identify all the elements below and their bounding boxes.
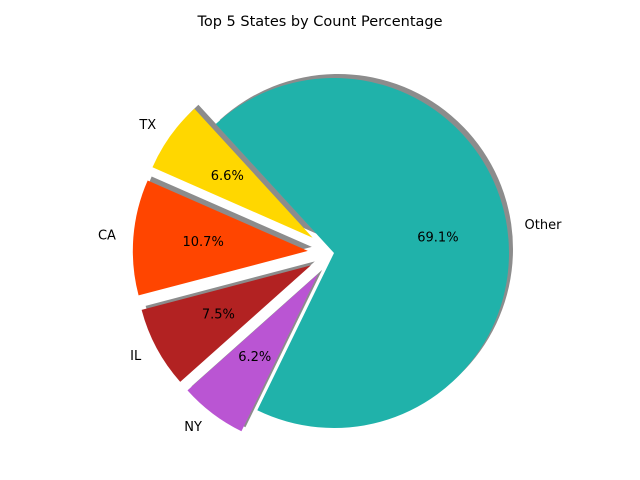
pie-slice-ny bbox=[187, 273, 319, 432]
slice-pct-tx: 6.6% bbox=[211, 169, 244, 184]
slice-pct-ca: 10.7% bbox=[183, 235, 224, 250]
slice-pct-ny: 6.2% bbox=[238, 350, 271, 365]
pie-slice-tx bbox=[152, 108, 313, 238]
slice-label-ny: NY bbox=[184, 420, 202, 435]
chart-title: Top 5 States by Count Percentage bbox=[196, 14, 442, 30]
slice-label-il: IL bbox=[130, 349, 142, 364]
pie-slice-ca bbox=[132, 180, 308, 296]
slice-label-tx: TX bbox=[138, 118, 156, 133]
slice-pct-il: 7.5% bbox=[202, 308, 235, 323]
slice-pct-other: 69.1% bbox=[417, 230, 458, 245]
pie-slice-il bbox=[141, 265, 311, 382]
slice-label-other: Other bbox=[525, 218, 563, 233]
pie-slice-other bbox=[215, 78, 509, 428]
pie-slices bbox=[132, 78, 509, 432]
slice-label-ca: CA bbox=[98, 228, 116, 243]
slice-labels: Other 69.1% TX 6.6% CA 10.7% IL 7.5% NY 6.2% bbox=[98, 118, 562, 435]
